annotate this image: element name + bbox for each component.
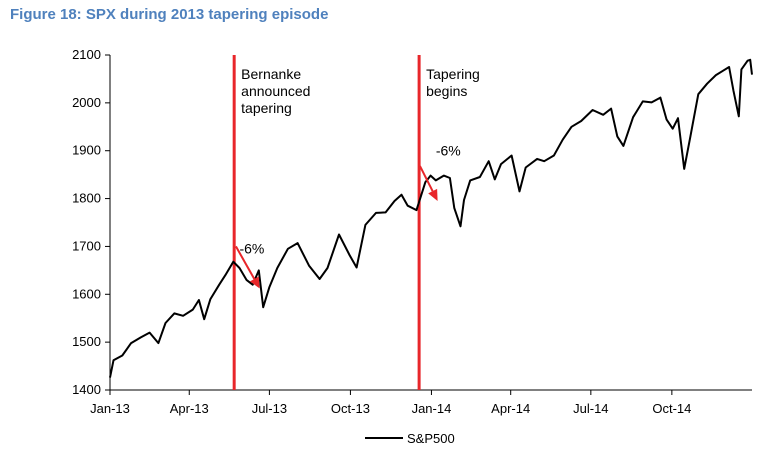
event-label-2: Tapering begins [426,66,480,99]
y-tick-label: 1900 [72,143,101,158]
figure-title: Figure 18: SPX during 2013 tapering epis… [10,6,329,23]
chart-legend: S&P500 [365,431,455,446]
annotation-arrowhead-2 [428,188,438,201]
x-tick-label: Jan-13 [90,401,130,416]
plot-area: Bernanke announced tapering Tapering begins -… [109,55,753,390]
series-line-sp500 [109,58,753,378]
event-label-line: announced [241,83,310,99]
annotation-arrow-2 [419,165,434,192]
event-label-1: Bernanke announced tapering [241,66,310,116]
event-label-line: Tapering [426,66,480,82]
event-label-line: tapering [241,100,292,116]
x-tick-label: Jul-13 [252,401,287,416]
y-tick-label: 1600 [72,286,101,301]
y-tick-label: 1700 [72,238,101,253]
y-tick-label: 1800 [72,191,101,206]
x-tick-label: Apr-13 [170,401,209,416]
annotation-label-2: -6% [436,143,461,159]
x-tick-label: Jan-14 [412,401,452,416]
y-tick-label: 2100 [72,47,101,62]
x-tick-label: Oct-13 [331,401,370,416]
x-tick-label: Apr-14 [491,401,530,416]
annotation-arrowhead-1 [249,276,260,289]
x-tick-label: Oct-14 [652,401,691,416]
y-tick-label: 1500 [72,334,101,349]
event-label-line: begins [426,83,467,99]
annotation-label-1: -6% [239,241,264,257]
event-label-line: Bernanke [241,66,301,82]
y-tick-label: 1400 [72,382,101,397]
y-tick-label: 2000 [72,95,101,110]
annotation-arrow-1 [235,245,256,280]
legend-label: S&P500 [407,431,455,446]
x-tick-label: Jul-14 [573,401,608,416]
chart-axes: 1400 1500 1600 1700 1800 1900 2000 2100 Jan-13 Ap… [72,47,752,416]
